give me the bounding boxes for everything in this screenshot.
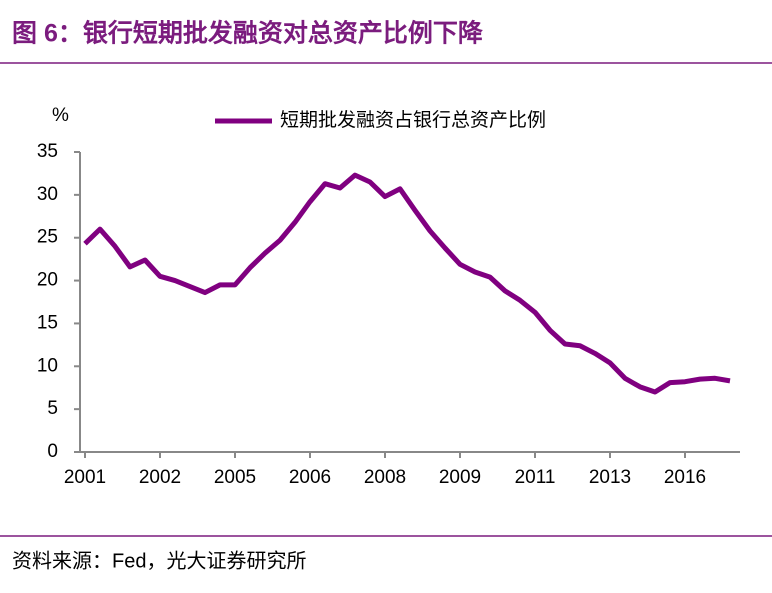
line-series [83, 172, 731, 395]
y-tick-label: 35 [37, 141, 58, 162]
chart-title: 图 6：银行短期批发融资对总资产比例下降 [12, 19, 484, 48]
y-tick-label: 20 [37, 270, 58, 291]
x-tick-label: 2013 [589, 467, 631, 488]
y-tick-label: 25 [37, 227, 58, 248]
y-tick-label: 30 [37, 184, 58, 205]
legend-label: 短期批发融资占银行总资产比例 [280, 109, 546, 131]
x-tick-label: 2002 [139, 467, 181, 488]
y-tick-label: 5 [47, 398, 58, 419]
y-unit: % [52, 105, 69, 126]
x-tick-label: 2005 [214, 467, 256, 488]
x-tick-label: 2001 [64, 467, 106, 488]
x-tick-label: 2009 [439, 467, 481, 488]
y-tick-label: 0 [47, 441, 58, 462]
x-tick-label: 2008 [364, 467, 406, 488]
x-tick-label: 2011 [515, 467, 556, 488]
y-tick-label: 10 [37, 355, 58, 376]
x-tick-label: 2006 [289, 467, 331, 488]
y-tick-label: 15 [37, 312, 58, 333]
source: 资料来源：Fed，光大证券研究所 [12, 549, 306, 572]
x-tick-label: 2016 [664, 467, 706, 488]
